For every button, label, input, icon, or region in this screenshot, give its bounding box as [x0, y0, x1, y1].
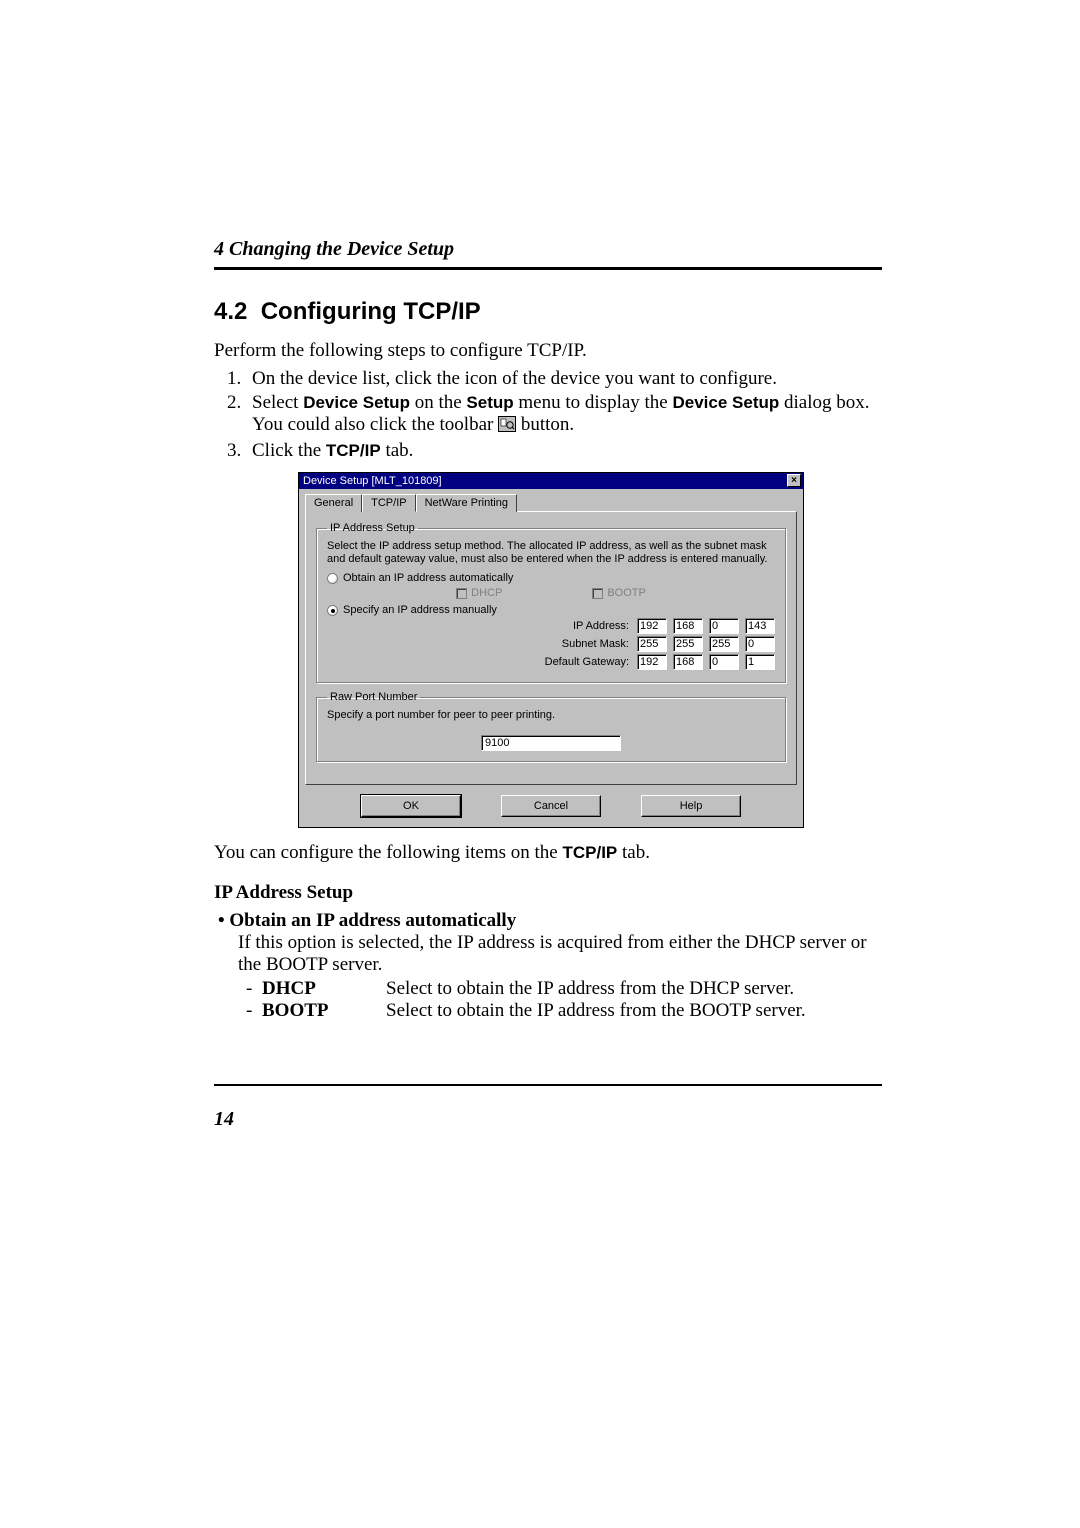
ip-octet-input[interactable]: 168 [673, 618, 703, 634]
dash: - [246, 1000, 262, 1022]
ip-octet-input[interactable]: 0 [709, 654, 739, 670]
field-label: Subnet Mask: [501, 638, 631, 650]
ip-address-setup-heading: IP Address Setup [214, 882, 882, 904]
step-text: on the [410, 392, 466, 413]
ui-term: Device Setup [303, 393, 410, 412]
chapter-heading: 4 Changing the Device Setup [214, 238, 882, 261]
ui-term: Setup [466, 393, 513, 412]
text: tab. [617, 842, 650, 863]
step-text: tab. [381, 440, 414, 461]
ip-octet-input[interactable]: 255 [637, 636, 667, 652]
dialog-buttons: OK Cancel Help [299, 791, 803, 827]
section-name: Configuring TCP/IP [261, 298, 481, 325]
ui-term: TCP/IP [326, 441, 381, 460]
definition-item: - DHCP Select to obtain the IP address f… [246, 978, 882, 1000]
step-note: button. [521, 414, 574, 435]
definition-term: DHCP [262, 978, 386, 1000]
ip-octet-input[interactable]: 0 [709, 618, 739, 634]
bullet-item: Obtain an IP address automatically If th… [218, 910, 882, 1022]
port-row: 9100 [327, 735, 775, 751]
port-input[interactable]: 9100 [481, 735, 621, 751]
definition-list: - DHCP Select to obtain the IP address f… [218, 978, 882, 1022]
bullet-title: Obtain an IP address automatically [229, 910, 516, 931]
ip-octet-input[interactable]: 1 [745, 654, 775, 670]
step-text: On the device list, click the icon of th… [252, 368, 777, 389]
auto-method-row: DHCP BOOTP [327, 587, 775, 599]
section-number: 4.2 [214, 298, 247, 325]
after-dialog-text: You can configure the following items on… [214, 842, 882, 864]
definition-term: BOOTP [262, 1000, 386, 1022]
intro-text: Perform the following steps to configure… [214, 340, 882, 362]
raw-port-group: Raw Port Number Specify a port number fo… [316, 691, 786, 761]
group-description: Specify a port number for peer to peer p… [327, 709, 775, 722]
group-description: Select the IP address setup method. The … [327, 540, 775, 566]
step-text: menu to display the [514, 392, 673, 413]
dialog-screenshot: Device Setup [MLT_101809] × General TCP/… [298, 472, 882, 828]
step-item: Click the TCP/IP tab. [246, 440, 882, 462]
checkbox-label: BOOTP [607, 587, 646, 599]
ok-button[interactable]: OK [361, 795, 461, 817]
close-icon[interactable]: × [787, 474, 801, 487]
dash: - [246, 978, 262, 1000]
definition-item: - BOOTP Select to obtain the IP address … [246, 1000, 882, 1022]
toolbar-button-icon [498, 416, 516, 438]
bullet-list: Obtain an IP address automatically If th… [214, 910, 882, 1022]
group-legend: IP Address Setup [327, 522, 418, 534]
ip-octet-input[interactable]: 0 [745, 636, 775, 652]
page-number: 14 [214, 1108, 234, 1131]
ip-octet-input[interactable]: 255 [709, 636, 739, 652]
default-gateway-row: Default Gateway: 192 168 0 1 [343, 654, 775, 670]
device-setup-dialog: Device Setup [MLT_101809] × General TCP/… [298, 472, 804, 828]
titlebar: Device Setup [MLT_101809] × [299, 473, 803, 489]
subnet-mask-row: Subnet Mask: 255 255 255 0 [343, 636, 775, 652]
ip-octet-input[interactable]: 255 [673, 636, 703, 652]
tab-netware[interactable]: NetWare Printing [416, 494, 517, 512]
text: You can configure the following items on… [214, 842, 562, 863]
checkbox-bootp[interactable]: BOOTP [592, 587, 646, 599]
field-label: IP Address: [501, 620, 631, 632]
bullet-body: If this option is selected, the IP addre… [218, 932, 882, 976]
field-label: Default Gateway: [501, 656, 631, 668]
radio-obtain-auto[interactable]: Obtain an IP address automatically [327, 572, 775, 584]
ip-octet-input[interactable]: 192 [637, 654, 667, 670]
step-item: On the device list, click the icon of th… [246, 368, 882, 390]
ip-address-setup-group: IP Address Setup Select the IP address s… [316, 522, 786, 683]
checkbox-icon [456, 588, 467, 599]
step-item: Select Device Setup on the Setup menu to… [246, 392, 882, 438]
ip-address-row: IP Address: 192 168 0 143 [343, 618, 775, 634]
ip-octet-input[interactable]: 192 [637, 618, 667, 634]
radio-icon [327, 573, 338, 584]
ip-octet-input[interactable]: 168 [673, 654, 703, 670]
ui-term: TCP/IP [562, 843, 617, 862]
tab-panel: IP Address Setup Select the IP address s… [305, 511, 797, 785]
radio-icon [327, 605, 338, 616]
ui-term: Device Setup [673, 393, 780, 412]
section-title: 4.2 Configuring TCP/IP [214, 298, 882, 326]
ip-octet-input[interactable]: 143 [745, 618, 775, 634]
definition-desc: Select to obtain the IP address from the… [386, 1000, 882, 1022]
ip-fields: IP Address: 192 168 0 143 Subnet Mask: 2… [343, 618, 775, 670]
radio-specify-manual[interactable]: Specify an IP address manually [327, 604, 775, 616]
footer-rule [214, 1084, 882, 1086]
dialog-title: Device Setup [MLT_101809] [303, 475, 442, 487]
step-note: You could also click the toolbar [252, 414, 498, 435]
checkbox-icon [592, 588, 603, 599]
group-legend: Raw Port Number [327, 691, 420, 703]
help-button[interactable]: Help [641, 795, 741, 817]
definition-desc: Select to obtain the IP address from the… [386, 978, 882, 1000]
step-text: Click the [252, 440, 326, 461]
tab-general[interactable]: General [305, 494, 362, 512]
radio-label: Obtain an IP address automatically [343, 572, 513, 584]
tab-tcpip[interactable]: TCP/IP [362, 494, 415, 512]
checkbox-dhcp[interactable]: DHCP [456, 587, 502, 599]
radio-label: Specify an IP address manually [343, 604, 497, 616]
step-text: dialog box. [779, 392, 869, 413]
rule [214, 267, 882, 270]
step-list: On the device list, click the icon of th… [214, 368, 882, 462]
checkbox-label: DHCP [471, 587, 502, 599]
tab-strip: General TCP/IP NetWare Printing [299, 489, 803, 511]
cancel-button[interactable]: Cancel [501, 795, 601, 817]
step-text: Select [252, 392, 303, 413]
